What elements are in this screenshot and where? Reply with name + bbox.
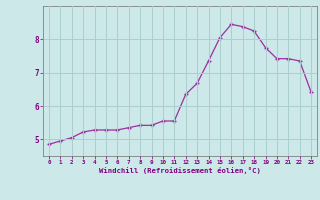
X-axis label: Windchill (Refroidissement éolien,°C): Windchill (Refroidissement éolien,°C): [99, 167, 261, 174]
